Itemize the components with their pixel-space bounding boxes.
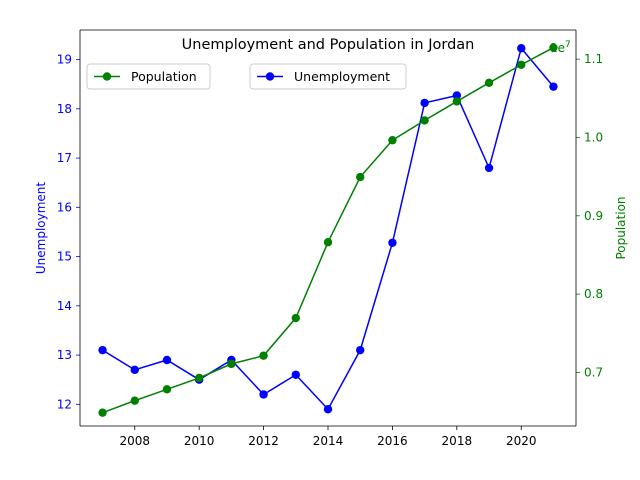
data-point-unemployment (517, 44, 526, 53)
right-y-tick-label: 0.9 (584, 209, 603, 223)
left-y-tick-label: 14 (57, 299, 72, 313)
data-point-population (227, 359, 236, 369)
left-y-tick-label: 15 (57, 250, 72, 264)
data-point-unemployment (291, 370, 300, 379)
data-point-unemployment (259, 390, 268, 399)
data-point-unemployment (388, 238, 397, 247)
left-y-tick-label: 16 (57, 200, 72, 214)
data-point-population (130, 396, 139, 405)
x-tick-label: 2016 (377, 434, 408, 448)
data-point-population (388, 136, 397, 145)
data-point-population (162, 385, 172, 394)
left-y-tick-label: 13 (57, 348, 72, 362)
data-point-unemployment (356, 345, 365, 355)
data-point-population (291, 313, 300, 323)
plot-area: 2008 2010 2012 2014 2016 2018 2020 12 13 14 15 16 17… (34, 29, 628, 448)
left-axis-label: Unemployment (34, 182, 48, 275)
left-y-tick-label: 18 (57, 102, 72, 116)
left-y-tick-label: 12 (57, 397, 72, 411)
data-point-population (549, 43, 558, 52)
legend-marker (102, 72, 112, 81)
x-tick-label: 2014 (313, 434, 344, 448)
legend-label: Unemployment (294, 69, 390, 84)
data-point-population (484, 78, 494, 88)
data-point-population (356, 172, 365, 182)
right-y-tick-label: 1.0 (584, 130, 603, 144)
data-point-population (323, 238, 333, 247)
x-tick-label: 2010 (184, 434, 215, 448)
data-point-population (98, 408, 107, 417)
legend-box (249, 63, 407, 90)
data-point-unemployment (420, 98, 429, 108)
legend-box (86, 63, 211, 90)
left-y-tick-label: 17 (57, 151, 72, 165)
x-tick-label: 2020 (506, 434, 537, 448)
data-point-population (420, 116, 429, 125)
data-point-unemployment (130, 365, 139, 375)
data-point-population (452, 97, 462, 106)
right-y-tick-label: 0.7 (584, 365, 603, 379)
data-point-unemployment (549, 82, 558, 91)
data-point-population (517, 60, 526, 69)
data-point-unemployment (98, 345, 107, 355)
data-point-unemployment (484, 163, 494, 173)
x-tick-label: 2012 (248, 434, 279, 448)
x-tick-label: 2018 (442, 434, 473, 448)
data-point-population (194, 373, 204, 383)
data-point-unemployment (323, 405, 333, 414)
right-y-tick-label: 1.1 (584, 52, 603, 66)
left-y-tick-label: 19 (57, 53, 72, 67)
x-tick-label: 2008 (119, 434, 150, 448)
data-point-unemployment (452, 91, 462, 100)
data-point-population (259, 351, 268, 360)
legend-marker (265, 72, 275, 81)
right-axis-label: Population (614, 196, 628, 259)
right-y-tick-label: 0.8 (584, 287, 603, 301)
legend-label: Population (131, 69, 197, 84)
data-point-unemployment (162, 355, 172, 365)
chart-title: Unemployment and Population in Jordan (182, 37, 475, 53)
